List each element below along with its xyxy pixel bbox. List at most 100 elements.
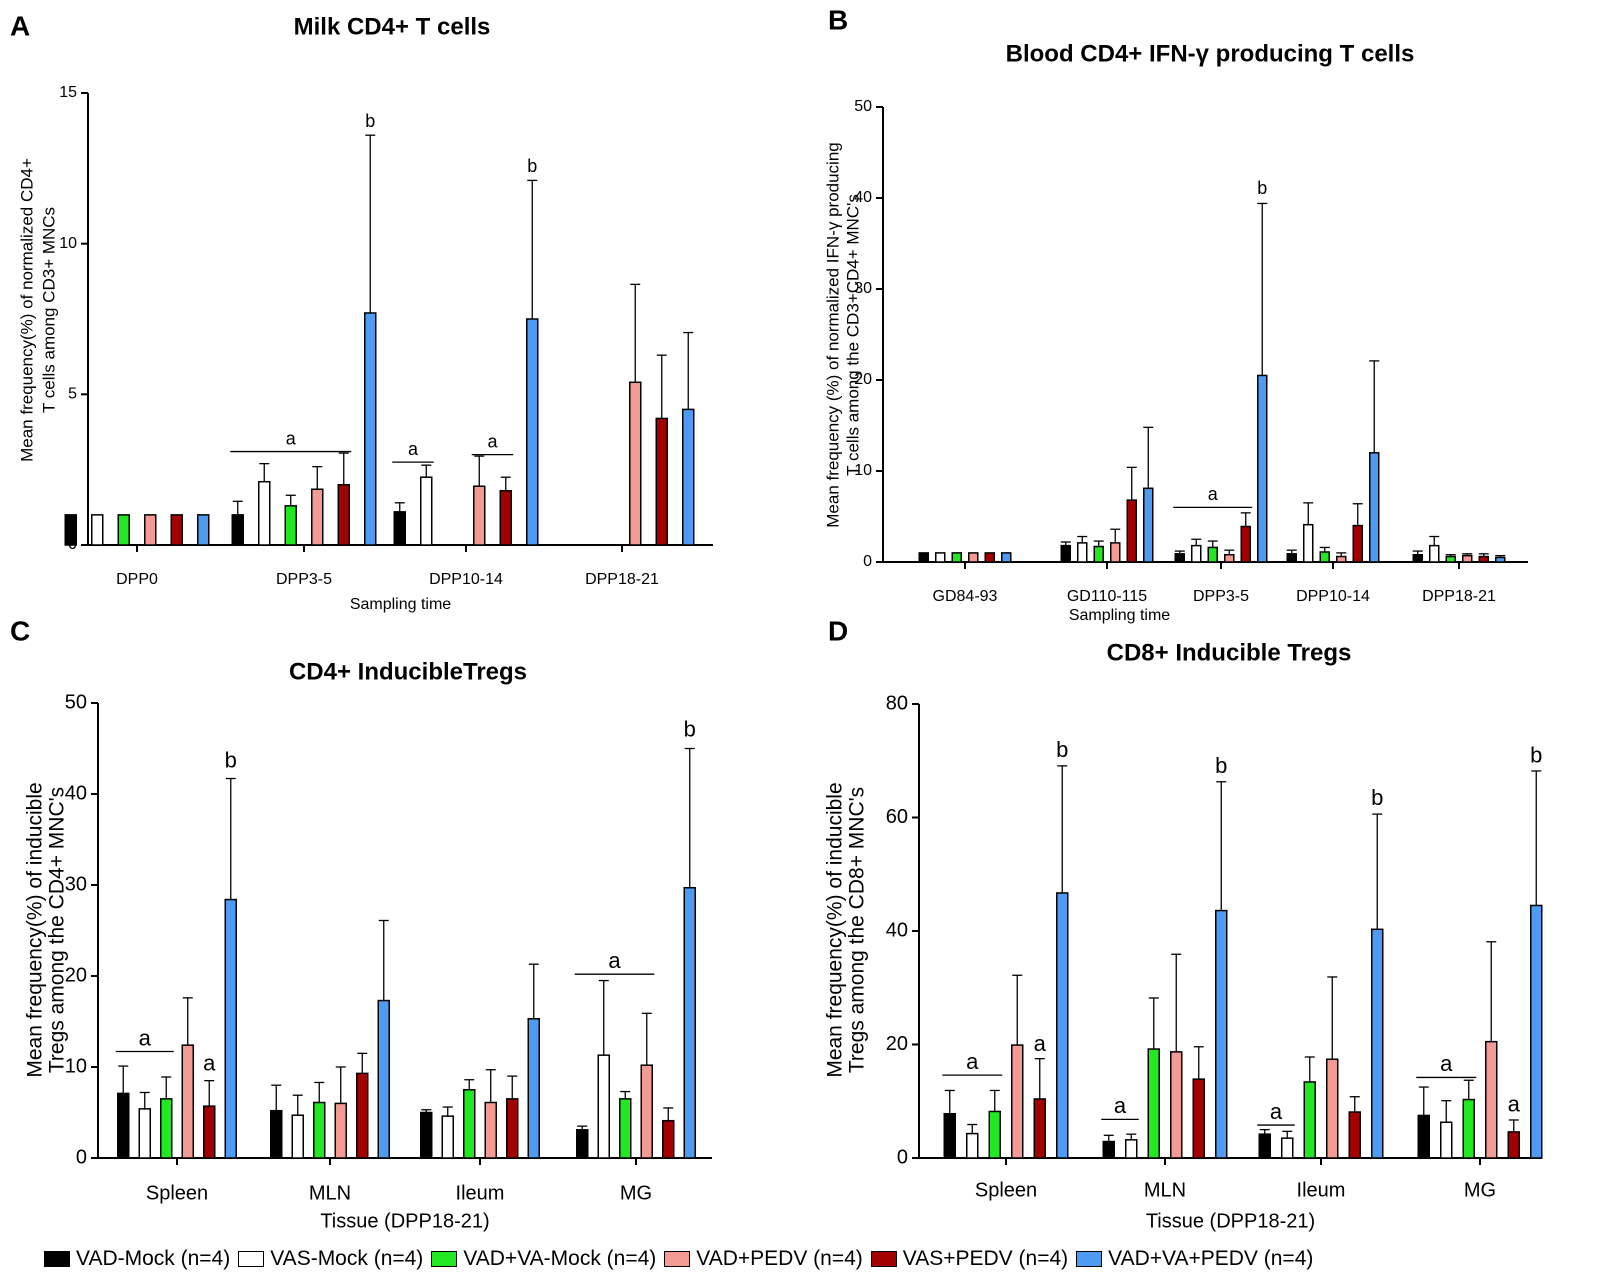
bar-vad-va-pedv <box>526 318 539 546</box>
legend-label: VAD+PEDV (n=4) <box>696 1247 863 1270</box>
significance-label: a <box>1208 484 1219 504</box>
bar-vad-pedv <box>1326 1058 1339 1159</box>
bar-vas-mock <box>91 514 104 546</box>
bar-vas-pedv <box>506 1098 519 1159</box>
bar-vas-pedv <box>170 514 183 546</box>
significance-label: b <box>1530 743 1542 768</box>
bar-vad-pedv <box>1170 1051 1183 1159</box>
bar-vad-mock <box>1412 553 1423 563</box>
bar-vas-mock <box>420 476 433 546</box>
bar-vad-va-mock <box>1207 546 1218 563</box>
y-axis-label: Mean frequency(%) of inducible <box>24 782 47 1077</box>
chart-title: Blood CD4+ IFN-γ producing T cells <box>1006 40 1415 67</box>
bar-vad-mock <box>1060 544 1071 563</box>
y-tick-label: 30 <box>65 873 87 895</box>
bar-vad-va-pedv <box>1215 909 1228 1159</box>
x-tick-label: DPP3-5 <box>276 571 332 588</box>
y-tick-label: 10 <box>65 1055 87 1077</box>
x-axis-label: Tissue (DPP18-21) <box>1146 1210 1315 1232</box>
legend-item: VAD+PEDV (n=4) <box>664 1247 863 1271</box>
significance-label: a <box>608 948 621 973</box>
bar-vas-pedv <box>1240 525 1251 563</box>
x-axis-label: Sampling time <box>350 596 451 613</box>
significance-label: a <box>1508 1092 1521 1117</box>
bar-vad-pedv <box>473 485 486 546</box>
bar-vas-mock <box>597 1054 610 1159</box>
y-axis-label: Mean frequency(%) of inducible <box>824 782 847 1077</box>
significance-label: a <box>203 1051 216 1076</box>
bar-vad-va-pedv <box>1056 892 1069 1159</box>
y-tick-label: 20 <box>65 964 87 986</box>
x-tick-label: Spleen <box>146 1182 208 1204</box>
significance-label: a <box>1114 1093 1127 1118</box>
x-tick-label: Ileum <box>456 1182 505 1204</box>
y-tick-label: 20 <box>854 371 872 388</box>
x-tick-label: DPP3-5 <box>1193 588 1249 605</box>
bar-vad-va-mock <box>160 1098 173 1159</box>
bar-vad-pedv <box>181 1044 194 1159</box>
bar-vas-pedv <box>655 417 668 546</box>
bar-vas-pedv <box>337 483 350 546</box>
bar-vad-va-mock <box>463 1089 476 1159</box>
y-tick-label: 60 <box>886 806 908 828</box>
bar-vad-mock <box>1258 1133 1271 1159</box>
bar-vas-mock <box>258 480 271 546</box>
significance-label: a <box>139 1025 152 1050</box>
y-tick-label: 10 <box>854 462 872 479</box>
y-tick-label: 0 <box>863 553 872 570</box>
significance-label: a <box>408 439 419 459</box>
bar-vad-mock <box>576 1129 589 1159</box>
y-tick-label: 40 <box>854 189 872 206</box>
chart-title: Milk CD4+ T cells <box>294 13 491 40</box>
bar-vad-pedv <box>1485 1040 1498 1159</box>
y-tick-label: 40 <box>886 919 908 941</box>
significance-label: a <box>1440 1051 1453 1076</box>
panel-label: A <box>10 10 30 41</box>
x-tick-label: MG <box>620 1182 652 1204</box>
significance-label: b <box>527 156 537 176</box>
legend-swatch <box>238 1251 265 1267</box>
bar-vas-pedv <box>1033 1098 1046 1159</box>
bar-vas-pedv <box>1192 1078 1205 1159</box>
bar-vad-va-pedv <box>1143 487 1154 563</box>
bar-vad-va-pedv <box>377 999 390 1159</box>
y-axis-label: Tregs among the CD4+ MNC's <box>46 787 69 1073</box>
bar-vad-va-pedv <box>1371 928 1384 1159</box>
panel-d: D CD8+ Inducible Tregs Mean frequency(%) o… <box>824 615 1543 1232</box>
bar-vas-mock <box>1429 544 1440 563</box>
significance-label: b <box>1215 753 1227 778</box>
y-tick-label: 30 <box>854 280 872 297</box>
bar-vad-va-pedv <box>1369 452 1380 563</box>
x-tick-label: DPP0 <box>116 571 158 588</box>
bar-vas-mock <box>291 1114 304 1159</box>
bar-vad-va-pedv <box>224 898 237 1159</box>
bar-vad-pedv <box>640 1064 653 1159</box>
bar-vas-pedv <box>1126 499 1137 563</box>
legend-swatch <box>431 1251 458 1267</box>
x-tick-label: GD84-93 <box>933 588 998 605</box>
significance-label: b <box>1371 785 1383 810</box>
bar-vad-va-mock <box>313 1101 326 1159</box>
bar-vad-va-pedv <box>1495 556 1506 563</box>
x-tick-label: GD110-115 <box>1067 588 1147 605</box>
bar-vad-mock <box>420 1111 433 1159</box>
bar-vad-va-pedv <box>1001 552 1012 563</box>
legend-swatch <box>870 1251 897 1267</box>
y-tick-label: 20 <box>886 1033 908 1055</box>
bar-vad-pedv <box>629 381 642 546</box>
bar-vas-mock <box>138 1108 151 1159</box>
bar-vad-va-pedv <box>364 312 377 546</box>
significance-label: b <box>684 717 696 742</box>
y-tick-label: 15 <box>59 84 77 101</box>
bar-vad-pedv <box>484 1101 497 1159</box>
bar-vad-va-mock <box>1147 1048 1160 1159</box>
x-tick-label: MLN <box>1144 1179 1186 1201</box>
y-axis-label: Mean frequency(%) of normalized CD4+ <box>17 158 36 462</box>
bar-vas-pedv <box>1507 1131 1520 1159</box>
bar-vas-mock <box>1191 544 1202 563</box>
significance-label: a <box>1270 1099 1283 1124</box>
y-axis-label: Tregs among the CD8+ MNC's <box>846 787 869 1073</box>
legend-item: VAS-Mock (n=4) <box>238 1247 423 1271</box>
bar-vas-mock <box>1440 1121 1453 1159</box>
y-tick-label: 50 <box>854 98 872 115</box>
